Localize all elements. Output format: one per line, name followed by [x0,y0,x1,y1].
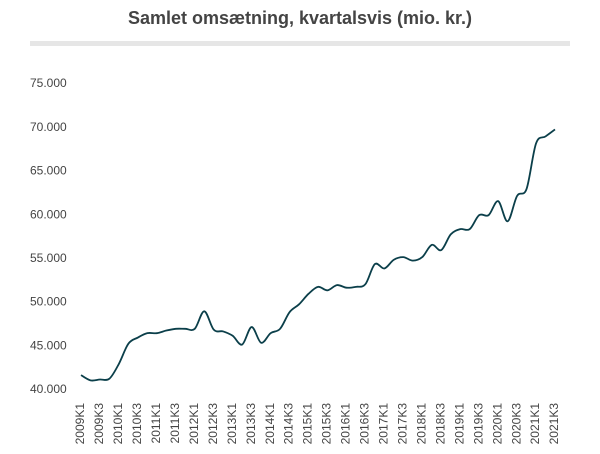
title-divider [30,41,570,46]
x-tick-label: 2016K3 [358,403,372,445]
y-tick-label: 55.000 [30,251,67,265]
y-tick-label: 40.000 [30,382,67,396]
x-tick-label: 2015K1 [301,403,315,445]
x-tick-label: 2010K3 [130,403,144,445]
x-tick-label: 2013K3 [244,403,258,445]
y-tick-label: 65.000 [30,164,67,178]
x-tick-label: 2017K1 [377,403,391,445]
y-tick-label: 70.000 [30,120,67,134]
x-tick-label: 2014K3 [282,403,296,445]
x-tick-label: 2011K3 [168,403,182,444]
y-tick-label: 45.000 [30,338,67,352]
x-tick-label: 2014K1 [263,403,277,445]
x-tick-label: 2019K3 [471,403,485,445]
x-tick-label: 2021K1 [528,403,542,445]
y-tick-label: 75.000 [30,76,67,90]
x-tick-label: 2011K1 [149,403,163,444]
x-tick-label: 2020K1 [490,403,504,445]
x-tick-label: 2015K3 [320,403,334,445]
x-tick-label: 2009K3 [92,403,106,445]
x-tick-label: 2012K1 [187,403,201,445]
y-tick-label: 50.000 [30,295,67,309]
x-tick-label: 2018K3 [433,403,447,445]
x-tick-label: 2009K1 [73,403,87,445]
x-tick-label: 2017K3 [395,403,409,445]
x-tick-label: 2020K3 [509,403,523,445]
x-tick-label: 2012K3 [206,403,220,445]
x-tick-label: 2018K1 [414,403,428,445]
x-tick-label: 2013K1 [225,403,239,445]
line-series [80,128,556,382]
x-tick-label: 2016K1 [339,403,353,445]
chart-title: Samlet omsætning, kvartalsvis (mio. kr.) [128,8,472,28]
x-tick-label: 2010K1 [111,403,125,445]
x-tick-label: 2019K1 [452,403,466,445]
y-tick-label: 60.000 [30,207,67,221]
x-tick-label: 2021K3 [547,403,561,445]
